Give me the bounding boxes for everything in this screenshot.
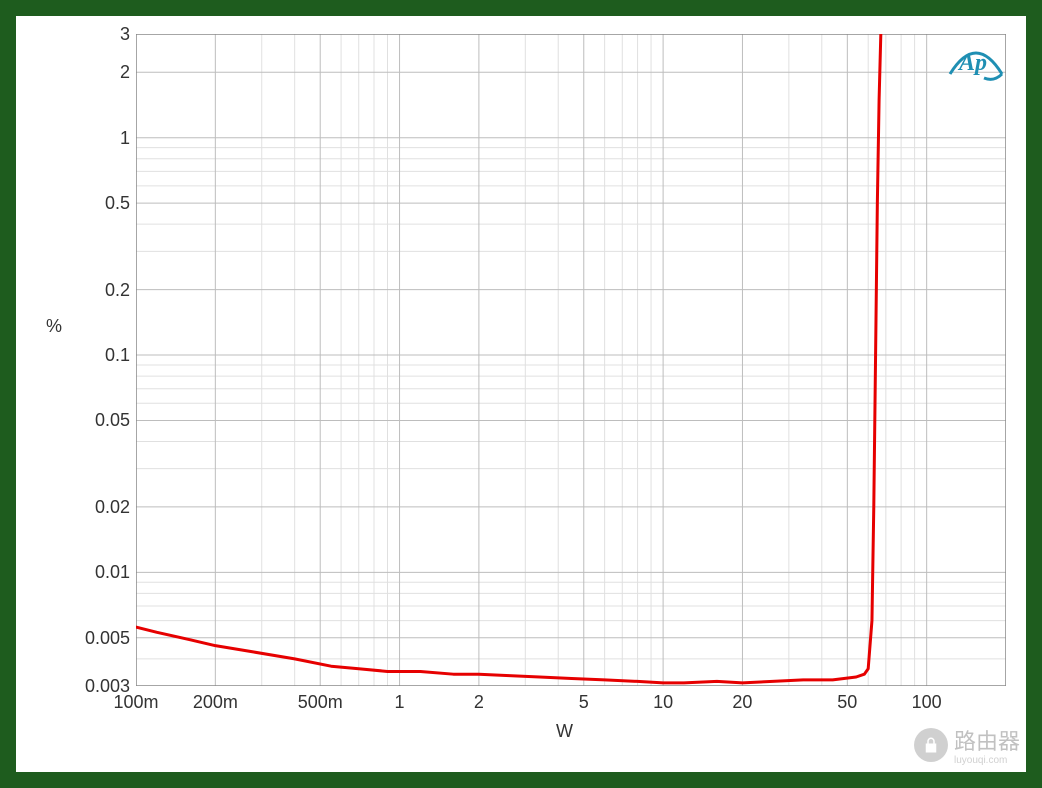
y-tick: 0.5 [70, 193, 130, 214]
router-icon [914, 728, 948, 762]
chart-frame: % W 100m200m500m125102050100 0.0030.0050… [0, 0, 1042, 788]
x-tick: 5 [579, 692, 589, 713]
y-tick: 0.003 [70, 676, 130, 697]
y-tick: 0.2 [70, 280, 130, 301]
chart-plot [136, 34, 1006, 686]
x-axis-label: W [556, 721, 573, 742]
x-tick: 500m [298, 692, 343, 713]
ap-logo-icon: Ap [944, 38, 1008, 84]
x-tick: 50 [837, 692, 857, 713]
y-tick: 0.05 [70, 410, 130, 431]
y-tick: 3 [70, 24, 130, 45]
x-tick: 2 [474, 692, 484, 713]
y-axis-label: % [46, 316, 62, 337]
x-tick: 100 [912, 692, 942, 713]
y-tick: 2 [70, 62, 130, 83]
x-tick: 10 [653, 692, 673, 713]
x-tick: 200m [193, 692, 238, 713]
y-tick: 0.005 [70, 628, 130, 649]
watermark-text: 路由器 [954, 729, 1020, 754]
x-tick: 20 [732, 692, 752, 713]
y-tick: 0.02 [70, 497, 130, 518]
y-tick: 1 [70, 128, 130, 149]
watermark-sub: luyouqi.com [954, 756, 1020, 766]
y-tick: 0.01 [70, 562, 130, 583]
svg-text:Ap: Ap [957, 50, 987, 76]
y-tick: 0.1 [70, 345, 130, 366]
watermark: 路由器 luyouqi.com [914, 724, 1020, 766]
x-tick: 1 [395, 692, 405, 713]
